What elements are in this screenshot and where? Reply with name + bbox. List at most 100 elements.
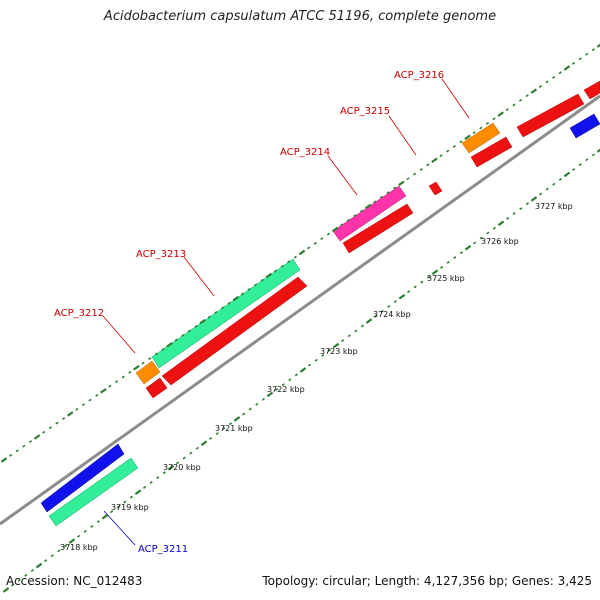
minor-tick-mark — [294, 373, 298, 377]
major-tick-mark — [265, 272, 273, 279]
minor-tick-mark — [50, 554, 54, 558]
gene-label-acp-3211[interactable]: ACP_3211 — [138, 544, 188, 555]
minor-tick-mark — [320, 237, 324, 241]
gene-block[interactable] — [461, 122, 501, 154]
minor-tick-mark — [96, 520, 100, 524]
minor-tick-mark — [346, 218, 350, 222]
genome-backbone — [0, 94, 600, 526]
cds-block[interactable] — [583, 80, 600, 100]
cds-block[interactable] — [428, 181, 443, 196]
minor-tick-mark — [558, 177, 562, 181]
tick-label: 3726 kbp — [481, 237, 519, 246]
minor-tick-mark — [518, 98, 523, 102]
minor-tick-mark — [207, 315, 211, 319]
minor-tick-mark — [62, 417, 66, 420]
gene-label-acp-3214[interactable]: ACP_3214 — [280, 147, 330, 158]
minor-tick-mark — [327, 348, 331, 352]
minor-tick-mark — [578, 57, 582, 61]
accession-label: Accession: NC_012483 — [6, 574, 143, 588]
minor-tick-mark — [81, 403, 86, 407]
major-tick-mark — [298, 249, 306, 256]
major-tick-mark — [133, 364, 140, 371]
minor-tick-mark — [459, 140, 463, 144]
gene-block[interactable] — [40, 443, 125, 513]
minor-tick-mark — [280, 264, 284, 268]
minor-tick-mark — [552, 75, 556, 79]
major-tick-mark — [200, 440, 208, 447]
cds-block[interactable] — [516, 93, 585, 138]
gene-block[interactable] — [569, 113, 600, 139]
minor-tick-mark — [407, 290, 411, 294]
minor-tick-mark — [114, 380, 119, 384]
minor-tick-mark — [55, 421, 59, 425]
minor-tick-mark — [347, 334, 351, 338]
minor-tick-mark — [287, 260, 291, 264]
major-tick-mark — [364, 203, 372, 210]
minor-tick-mark — [446, 149, 450, 153]
minor-tick-mark — [88, 398, 92, 402]
minor-tick-mark — [413, 285, 417, 289]
minor-tick-mark — [194, 324, 198, 328]
minor-tick-mark — [48, 426, 52, 430]
gene-label-acp-3215[interactable]: ACP_3215 — [340, 106, 390, 117]
major-tick-mark — [2, 587, 10, 593]
major-tick-mark — [199, 318, 206, 325]
topology-label: Topology: circular; Length: 4,127,356 bp… — [262, 574, 592, 588]
major-tick-mark — [332, 342, 340, 349]
minor-tick-mark — [121, 375, 125, 379]
minor-tick-mark — [571, 61, 576, 65]
gene-block[interactable] — [135, 360, 161, 385]
minor-tick-mark — [552, 182, 556, 186]
cds-block[interactable] — [342, 203, 414, 254]
gene-block[interactable] — [48, 457, 139, 527]
leader-line — [327, 155, 358, 196]
minor-tick-mark — [321, 353, 325, 357]
minor-tick-mark — [174, 338, 178, 342]
major-tick-mark — [431, 157, 438, 164]
cds-block[interactable] — [145, 377, 168, 399]
tick-label: 3722 kbp — [267, 385, 305, 394]
cds-block[interactable] — [161, 276, 308, 386]
major-tick-mark — [68, 538, 76, 544]
cds-block[interactable] — [470, 136, 513, 168]
minor-tick-mark — [525, 94, 529, 98]
minor-tick-mark — [195, 446, 199, 450]
minor-tick-mark — [214, 310, 218, 314]
tick-label: 3724 kbp — [373, 310, 411, 319]
minor-tick-mark — [492, 117, 496, 121]
minor-tick-mark — [420, 280, 424, 284]
minor-tick-mark — [240, 292, 244, 296]
minor-tick-mark — [545, 187, 549, 191]
gene-label-acp-3216[interactable]: ACP_3216 — [394, 70, 444, 81]
minor-tick-mark — [505, 108, 509, 112]
gene-block[interactable] — [332, 185, 407, 242]
minor-tick-mark — [353, 214, 357, 218]
minor-tick-mark — [314, 358, 318, 362]
minor-tick-mark — [379, 195, 384, 199]
minor-tick-mark — [17, 578, 21, 582]
minor-tick-mark — [143, 485, 147, 489]
major-tick-mark — [167, 465, 175, 471]
minor-tick-mark — [15, 449, 19, 453]
minor-tick-mark — [181, 334, 185, 337]
major-tick-mark — [0, 457, 8, 463]
minor-tick-mark — [512, 103, 516, 107]
gene-label-acp-3212[interactable]: ACP_3212 — [54, 308, 104, 319]
gene-label-acp-3213[interactable]: ACP_3213 — [136, 249, 186, 260]
leader-line — [102, 315, 136, 354]
minor-tick-mark — [288, 378, 292, 382]
minor-tick-mark — [77, 534, 81, 538]
minor-tick-mark — [30, 568, 34, 572]
minor-tick-mark — [176, 461, 180, 465]
minor-tick-mark — [128, 370, 132, 374]
major-tick-mark — [398, 293, 406, 300]
minor-tick-mark — [22, 444, 26, 448]
gene-block[interactable] — [151, 258, 301, 369]
minor-tick-mark — [572, 168, 576, 172]
minor-tick-mark — [591, 153, 595, 157]
major-tick-mark — [33, 434, 41, 440]
minor-tick-mark — [63, 544, 67, 548]
minor-tick-mark — [360, 324, 364, 328]
minor-tick-mark — [419, 168, 423, 171]
minor-tick-mark — [472, 131, 476, 135]
